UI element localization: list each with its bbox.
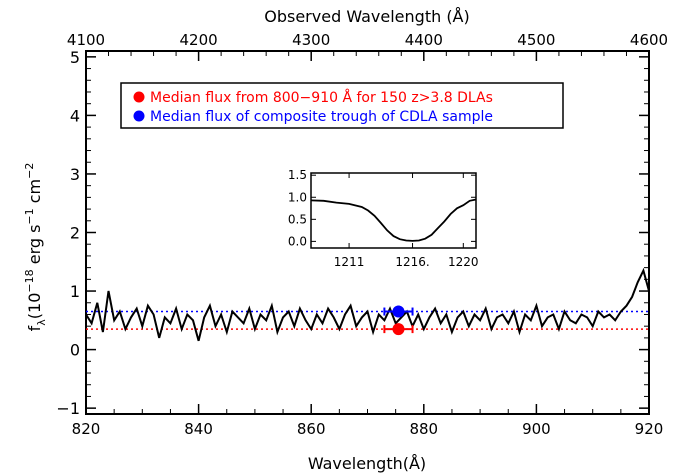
inset-plot: 1211 1216. 1220 0.0 0.5 1.0 1.5	[288, 168, 479, 269]
legend-marker-red	[133, 91, 145, 103]
top-x-tick-label: 4100	[67, 31, 105, 49]
y-tick-label: 5	[70, 48, 80, 67]
inset-x-tick-label: 1211	[334, 255, 365, 269]
top-x-tick-label: 4300	[292, 31, 330, 49]
legend: Median flux from 800−910 Å for 150 z>3.8…	[120, 82, 564, 129]
inset-y-tick-label: 1.0	[288, 190, 307, 204]
y-tick-label: −1	[56, 399, 80, 418]
top-x-tick-label: 4400	[405, 31, 443, 49]
inset-x-tick-label: 1220	[448, 255, 479, 269]
x-tick-label: 900	[522, 420, 551, 438]
legend-marker-blue	[133, 110, 145, 122]
inset-y-tick-label: 1.5	[288, 168, 307, 182]
x-tick-label: 920	[635, 420, 664, 438]
y-ticks: −1 0 1 2 3 4 5	[56, 48, 649, 418]
inset-x-ticks: 1211 1216. 1220	[334, 173, 479, 269]
data-points	[383, 305, 414, 336]
y-tick-label: 0	[70, 341, 80, 360]
main-plot: 820 840 860 880 900 920 4100 4200 4300 4400 4500 4…	[56, 31, 668, 438]
spectrum-line	[85, 267, 650, 342]
legend-label-red: Median flux from 800−910 Å for 150 z>3.8…	[150, 89, 493, 106]
y-axis-label: fλ(10−18 erg s−1 cm−2	[23, 163, 48, 332]
top-x-axis-label: Observed Wavelength (Å)	[264, 7, 470, 26]
bottom-x-ticks: 820 840 860 880 900 920	[72, 404, 664, 438]
y-tick-label: 3	[70, 165, 80, 184]
x-tick-label: 860	[297, 420, 326, 438]
y-tick-label: 4	[70, 106, 80, 125]
x-axis-label: Wavelength(Å)	[308, 454, 426, 473]
inset-y-ticks: 0.0 0.5 1.0 1.5	[288, 168, 476, 248]
y-tick-label: 1	[70, 282, 80, 301]
inset-line	[310, 198, 477, 242]
x-tick-label: 840	[184, 420, 213, 438]
legend-box	[120, 82, 564, 129]
data-point-1	[392, 305, 405, 318]
x-tick-label: 880	[409, 420, 438, 438]
y-tick-label: 2	[70, 224, 80, 243]
top-x-tick-label: 4200	[180, 31, 218, 49]
legend-label-blue: Median flux of composite trough of CDLA …	[150, 109, 493, 125]
top-x-ticks: 4100 4200 4300 4400 4500 4600	[67, 31, 668, 61]
top-x-tick-label: 4600	[630, 31, 668, 49]
inset-y-tick-label: 0.0	[288, 234, 307, 248]
inset-y-tick-label: 0.5	[288, 212, 307, 226]
x-tick-label: 820	[72, 420, 101, 438]
top-x-tick-label: 4500	[517, 31, 555, 49]
data-point-0	[392, 323, 405, 336]
inset-x-tick-label: 1216.	[395, 255, 429, 269]
